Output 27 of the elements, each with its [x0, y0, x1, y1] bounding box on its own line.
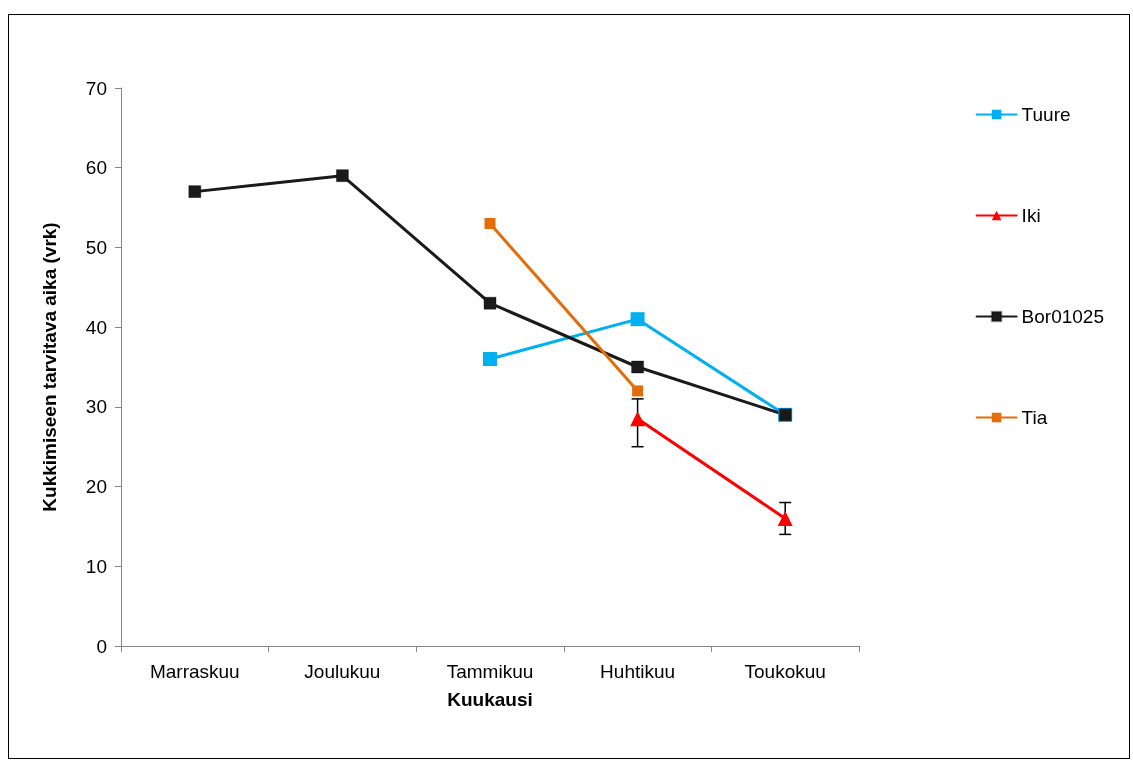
point — [630, 312, 645, 327]
legend-label: Tia — [1021, 407, 1048, 428]
x-tick-label: Joulukuu — [304, 661, 381, 682]
legend-label: Iki — [1021, 205, 1041, 226]
y-axis-title: Kukkimiseen tarvitava aika (vrk) — [39, 222, 60, 512]
point — [483, 352, 497, 367]
x-tick-label: Marraskuu — [149, 661, 240, 682]
y-tick-label: 20 — [85, 476, 107, 498]
x-tick-label: Tammikuu — [446, 661, 534, 682]
y-tick-label: 0 — [96, 635, 107, 657]
x-tick-label: Toukokuu — [744, 661, 826, 682]
point — [188, 185, 202, 199]
point — [632, 385, 644, 397]
y-tick-label: 70 — [85, 77, 107, 99]
legend-label: Bor01025 — [1021, 306, 1104, 327]
y-tick-label: 30 — [85, 396, 107, 418]
y-tick-label: 10 — [85, 555, 107, 577]
y-tick-label: 60 — [85, 157, 107, 179]
point — [484, 218, 496, 230]
x-tick-label: Huhtikuu — [600, 661, 676, 682]
y-tick-label: 50 — [85, 236, 107, 258]
point — [335, 169, 349, 183]
x-axis-title: Kuukausi — [447, 689, 533, 710]
point — [483, 296, 497, 310]
point — [631, 360, 645, 374]
legend-label: Tuure — [1021, 104, 1071, 125]
y-tick-label: 40 — [85, 316, 107, 338]
